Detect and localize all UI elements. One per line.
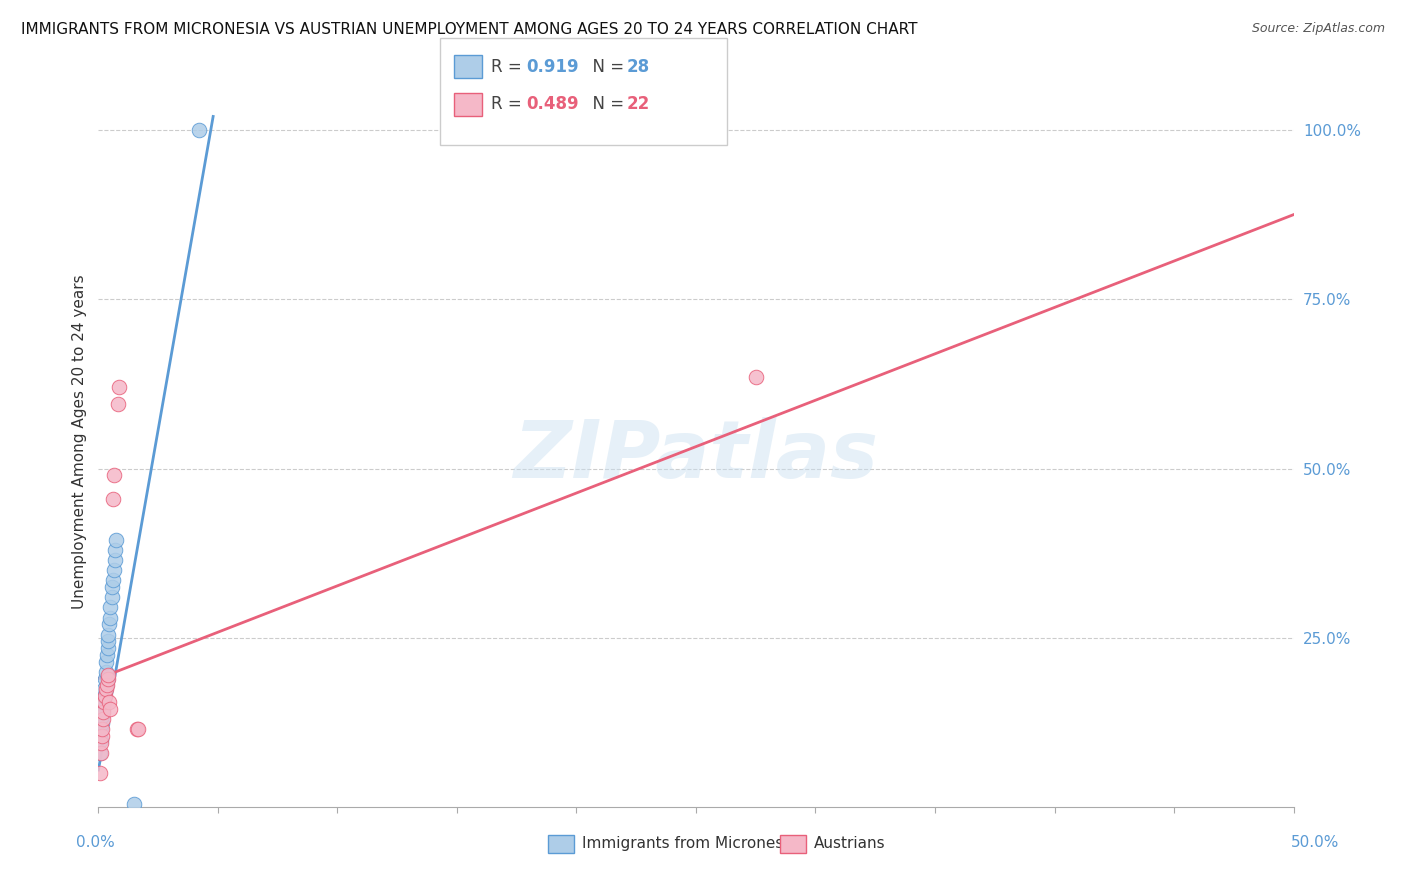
Text: 0.0%: 0.0%	[76, 836, 115, 850]
Point	[97, 627, 120, 641]
Point	[98, 702, 121, 716]
Point	[90, 746, 112, 760]
Y-axis label: Unemployment Among Ages 20 to 24 years: Unemployment Among Ages 20 to 24 years	[72, 274, 87, 609]
Point	[90, 715, 112, 730]
Text: 0.489: 0.489	[526, 95, 578, 113]
Point	[93, 695, 115, 709]
Point	[98, 610, 121, 624]
Point	[97, 668, 120, 682]
Point	[90, 723, 112, 737]
Point	[91, 702, 114, 716]
Point	[97, 634, 120, 648]
Point	[101, 492, 124, 507]
Point	[98, 695, 121, 709]
Point	[105, 533, 128, 547]
Text: 0.919: 0.919	[526, 58, 578, 76]
Point	[94, 681, 117, 696]
Point	[124, 797, 146, 811]
Point	[94, 672, 117, 686]
Text: Immigrants from Micronesia: Immigrants from Micronesia	[582, 837, 797, 851]
Point	[90, 732, 112, 747]
Text: 22: 22	[627, 95, 651, 113]
Text: ZIPatlas: ZIPatlas	[513, 417, 879, 495]
Point	[127, 723, 149, 737]
Point	[100, 591, 122, 605]
Point	[94, 655, 117, 669]
Point	[101, 574, 124, 588]
Point	[90, 736, 112, 750]
Text: Austrians: Austrians	[814, 837, 886, 851]
Point	[187, 123, 209, 137]
Point	[93, 689, 115, 703]
Point	[91, 706, 114, 720]
Point	[96, 641, 118, 656]
Point	[104, 542, 127, 557]
Text: 50.0%: 50.0%	[1291, 836, 1339, 850]
Point	[104, 553, 127, 567]
Point	[91, 695, 114, 709]
Point	[96, 678, 118, 692]
Point	[107, 397, 129, 411]
Point	[745, 370, 768, 384]
Text: N =: N =	[582, 58, 630, 76]
Point	[125, 723, 148, 737]
Text: 28: 28	[627, 58, 650, 76]
Point	[103, 468, 125, 483]
Point	[89, 746, 111, 760]
Point	[89, 766, 111, 780]
Text: R =: R =	[491, 58, 527, 76]
Point	[90, 729, 112, 743]
Point	[94, 689, 117, 703]
Point	[98, 600, 122, 615]
Point	[103, 563, 125, 577]
Point	[93, 681, 115, 696]
Point	[91, 723, 114, 737]
Point	[96, 648, 118, 662]
Text: N =: N =	[582, 95, 630, 113]
Point	[91, 712, 114, 726]
Point	[101, 580, 124, 594]
Text: IMMIGRANTS FROM MICRONESIA VS AUSTRIAN UNEMPLOYMENT AMONG AGES 20 TO 24 YEARS CO: IMMIGRANTS FROM MICRONESIA VS AUSTRIAN U…	[21, 22, 918, 37]
Point	[107, 380, 129, 394]
Text: Source: ZipAtlas.com: Source: ZipAtlas.com	[1251, 22, 1385, 36]
Point	[96, 672, 118, 686]
Text: R =: R =	[491, 95, 527, 113]
Point	[91, 708, 114, 723]
Point	[94, 665, 117, 679]
Point	[98, 617, 121, 632]
